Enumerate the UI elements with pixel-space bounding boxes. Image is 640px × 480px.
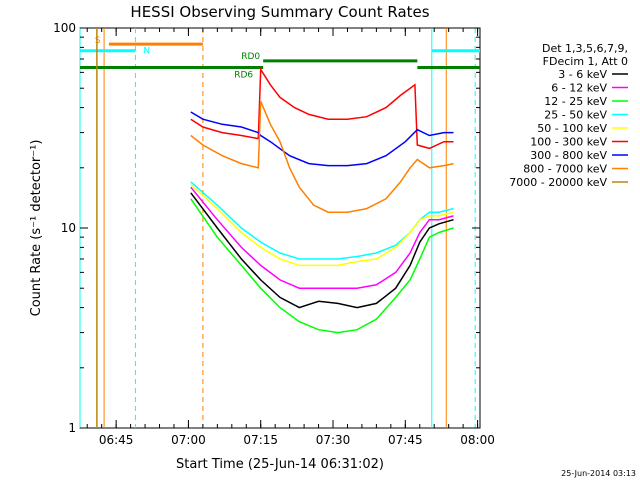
plot-frame [79,27,481,429]
mode-bar-label-0: S [95,36,101,46]
x-tick-label-2: 07:15 [243,433,278,447]
y-tick-label-2: 100 [53,21,76,35]
legend-entry-1: 6 - 12 keV [551,82,607,95]
legend-header-1: FDecim 1, Att 0 [543,55,628,68]
y-axis-label: Count Rate (s⁻¹ detector⁻¹) [29,140,44,317]
mode-bar-label-1: N [143,47,150,57]
legend-entry-5: 100 - 300 keV [530,136,607,149]
series-line-7 [190,101,454,213]
vertical-markers [79,28,476,428]
y-tick-label-1: 10 [61,221,76,235]
legend-entry-6: 300 - 800 keV [530,149,607,162]
footer-timestamp: 25-Jun-2014 03:13 [561,469,636,478]
x-tick-label-1: 07:00 [171,433,206,447]
series-line-2 [190,198,454,334]
x-axis-label: Start Time (25-Jun-14 06:31:02) [176,457,384,472]
legend-entry-8: 7000 - 20000 keV [509,176,607,189]
legend-entry-4: 50 - 100 keV [537,122,607,135]
series-line-5 [190,67,454,150]
mode-bar-label-3: RD6 [234,70,253,80]
series-line-1 [190,186,454,289]
series-line-4 [190,183,454,267]
x-tick-label-0: 06:45 [99,433,134,447]
series-lines [96,28,454,428]
legend-entry-0: 3 - 6 keV [558,68,607,81]
axes: 06:45 07:00 07:15 07:30 07:45 08:00 1 10 100 [53,21,495,447]
legend: Det 1,3,5,6,7,9,FDecim 1, Att 03 - 6 keV… [509,42,628,189]
series-line-0 [190,192,454,309]
x-tick-label-5: 08:00 [460,433,495,447]
mode-bars: S N RD0 RD6 [80,36,480,80]
x-tick-label-4: 07:45 [388,433,423,447]
mode-bar-label-2: RD0 [241,52,260,62]
x-tick-label-3: 07:30 [316,433,351,447]
chart-title: HESSI Observing Summary Count Rates [130,3,429,21]
legend-header-0: Det 1,3,5,6,7,9, [542,42,628,55]
series-line-6 [190,111,454,167]
legend-entry-7: 800 - 7000 keV [523,163,607,176]
legend-entry-3: 25 - 50 keV [544,109,607,122]
series-line-3 [190,181,454,260]
y-tick-label-0: 1 [68,421,76,435]
legend-entry-2: 12 - 25 keV [544,95,607,108]
